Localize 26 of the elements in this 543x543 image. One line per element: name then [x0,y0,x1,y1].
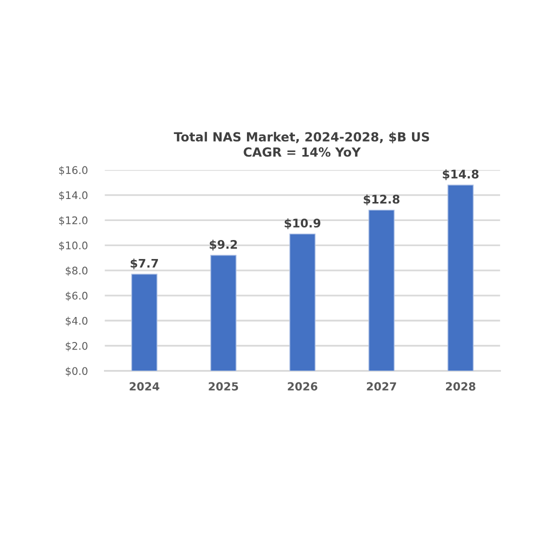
y-tick-label: $10.0 [59,241,88,251]
data-label: $14.8 [442,169,479,180]
y-tick-label: $14.0 [59,191,88,201]
y-tick-label: $0.0 [66,366,88,376]
chart-subtitle: CAGR = 14% YoY [244,147,361,157]
data-label: $9.2 [210,240,237,250]
x-tick-label: 2028 [446,382,476,391]
bar [448,184,474,371]
y-tick-label: $4.0 [66,316,88,326]
bar [289,234,316,371]
data-label: $10.9 [284,218,320,230]
bar [131,274,158,371]
y-tick-label: $16.0 [59,166,88,176]
chart-title: Total NAS Market, 2024-2028, $B US [174,132,430,144]
y-tick-label: $12.0 [59,216,88,226]
x-tick-label: 2026 [288,382,318,391]
data-label: $12.8 [364,194,400,206]
bar [368,210,395,371]
x-tick-label: 2025 [208,382,238,391]
bar [210,254,236,371]
y-tick-label: $2.0 [66,342,88,352]
x-tick-label: 2027 [366,382,396,391]
y-tick-label: $6.0 [66,292,88,302]
y-tick-label: $8.0 [66,266,88,276]
x-tick-label: 2024 [130,382,160,391]
data-label: $7.7 [130,258,158,270]
